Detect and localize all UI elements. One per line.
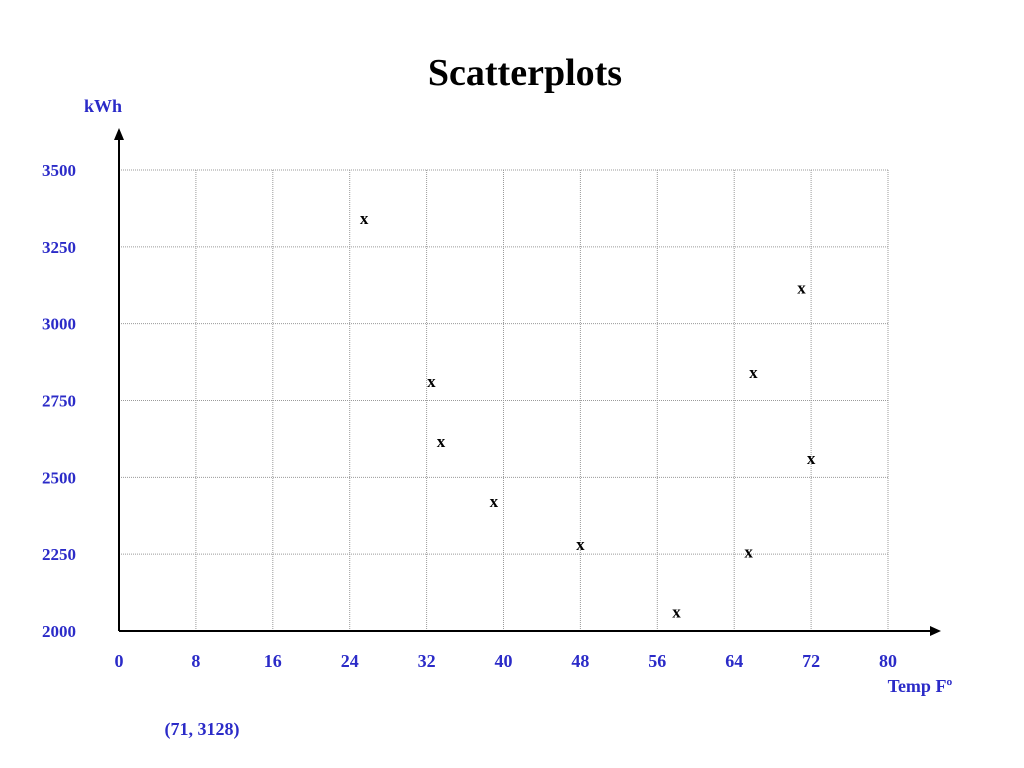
point-annotation: (71, 3128) <box>165 719 240 740</box>
y-axis-label: kWh <box>84 96 122 116</box>
x-tick-label: 80 <box>879 651 897 671</box>
y-tick-label: 2500 <box>42 468 76 487</box>
data-point: x <box>672 603 681 622</box>
y-tick-label: 2000 <box>42 622 76 641</box>
x-tick-label: 0 <box>115 651 124 671</box>
x-tick-label: 8 <box>191 651 200 671</box>
y-tick-label: 3500 <box>42 161 76 180</box>
x-axis-arrow <box>930 626 941 636</box>
data-points: x x x x x x x x x x <box>360 209 816 621</box>
data-point: x <box>576 535 585 554</box>
axes <box>114 128 941 636</box>
data-point: x <box>797 278 806 297</box>
data-point: x <box>807 449 816 468</box>
data-point: x <box>437 432 446 451</box>
y-tick-label: 3000 <box>42 315 76 334</box>
data-point: x <box>490 492 499 511</box>
x-axis-label: Temp Fº <box>888 676 953 696</box>
y-tick-label: 2750 <box>42 392 76 411</box>
x-tick-label: 72 <box>802 651 820 671</box>
x-tick-label: 48 <box>571 651 589 671</box>
x-tick-label: 24 <box>341 651 359 671</box>
chart-title: Scatterplots <box>428 52 622 94</box>
y-tick-label: 3250 <box>42 238 76 257</box>
grid-lines <box>119 169 889 631</box>
x-tick-label: 56 <box>648 651 666 671</box>
tick-labels: 2000 2250 2500 2750 3000 3250 3500 0 8 16 24 32 40 48… <box>42 161 897 671</box>
x-tick-label: 32 <box>418 651 436 671</box>
data-point: x <box>749 363 758 382</box>
x-tick-label: 64 <box>725 651 743 671</box>
data-point: x <box>427 372 436 391</box>
x-tick-label: 16 <box>264 651 282 671</box>
x-tick-label: 40 <box>495 651 513 671</box>
data-point: x <box>360 209 369 228</box>
data-point: x <box>744 543 753 562</box>
y-tick-label: 2250 <box>42 545 76 564</box>
y-axis-arrow <box>114 128 124 140</box>
